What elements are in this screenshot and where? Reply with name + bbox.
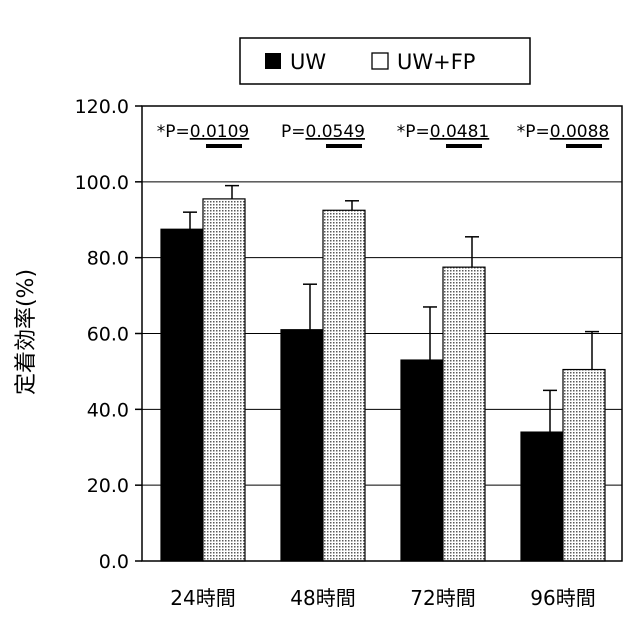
y-axis-title: 定着効率(%) [14,269,39,395]
y-tick-label: 60.0 [87,324,129,346]
legend-label-uw: UW [290,50,326,74]
p-value-number: 0.0109 [190,122,249,142]
p-value-number: 0.0088 [550,122,609,142]
p-value-label: *P=0.0088 [517,122,609,142]
y-tick-label: 0.0 [99,551,129,573]
p-value-label: *P=0.0109 [157,122,249,142]
legend-label-uw-fp: UW+FP [397,50,475,74]
bar-uw-1 [161,229,203,561]
legend-swatch-uw [265,53,281,69]
bar-uw-fp-1 [203,199,245,561]
p-value-label: P=0.0549 [281,122,365,142]
x-tick-label: 96時間 [530,586,595,610]
p-value-prefix: *P= [397,122,430,142]
x-axis-ticks: 24時間 48時間 72時間 96時間 [170,586,595,610]
bar-uw-fp-2 [323,210,365,561]
y-tick-label: 80.0 [87,248,129,270]
y-tick-label: 40.0 [87,399,129,421]
p-value-number: 0.0481 [430,122,489,142]
y-tick-label: 20.0 [87,475,129,497]
legend-swatch-uw-fp [372,53,388,69]
y-tick-label: 120.0 [75,96,129,118]
y-tick-label: 100.0 [75,172,129,194]
y-axis-ticks: 0.0 20.0 40.0 60.0 80.0 100.0 120.0 [75,96,142,573]
p-value-prefix: P= [281,122,306,142]
p-value-label: *P=0.0481 [397,122,489,142]
bar-uw-3 [401,360,443,561]
x-tick-label: 24時間 [170,586,235,610]
p-value-prefix: *P= [157,122,190,142]
bar-uw-4 [521,432,563,561]
p-value-prefix: *P= [517,122,550,142]
bar-uw-fp-4 [563,370,605,561]
bar-uw-2 [281,330,323,561]
legend: UW UW+FP [240,38,530,84]
p-value-number: 0.0549 [306,122,365,142]
bar-uw-fp-3 [443,267,485,561]
x-tick-label: 72時間 [410,586,475,610]
p-value-annotations: *P=0.0109P=0.0549*P=0.0481*P=0.0088 [157,122,609,146]
x-tick-label: 48時間 [290,586,355,610]
bars [161,199,605,561]
